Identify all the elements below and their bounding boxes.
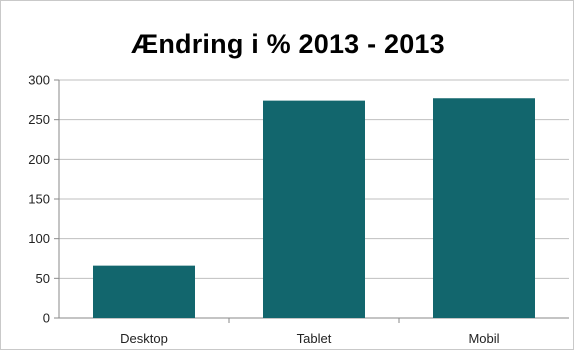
x-category-label: Mobil [468, 331, 499, 346]
y-tick-label: 50 [36, 271, 50, 286]
x-category-label: Tablet [297, 331, 332, 346]
bar-mobil [433, 98, 535, 318]
bar-desktop [93, 265, 195, 318]
y-tick-label: 100 [28, 231, 50, 246]
y-tick-labels: 0 50 100 150 200 250 300 [28, 73, 50, 326]
y-tick-label: 200 [28, 152, 50, 167]
bar-tablet [263, 100, 365, 318]
bars [93, 98, 535, 318]
chart-title: Ændring i % 2013 - 2013 [131, 29, 445, 59]
x-category-labels: Desktop Tablet Mobil [120, 331, 499, 346]
y-tick-label: 250 [28, 112, 50, 127]
y-tick-label: 0 [43, 311, 50, 326]
y-tick-label: 150 [28, 192, 50, 207]
y-tick-label: 300 [28, 73, 50, 88]
x-category-label: Desktop [120, 331, 168, 346]
